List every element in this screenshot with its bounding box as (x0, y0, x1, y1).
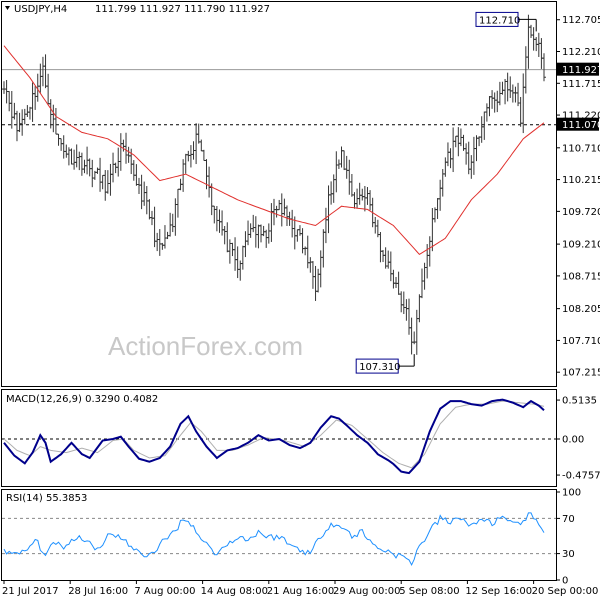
low-label: 107.310 (359, 362, 400, 373)
price-axis: 112.705 112.210 111.715 111.220 110.710 110.2… (556, 15, 600, 379)
price-tick-label: 111.715 (562, 79, 600, 90)
price-tick-label: 110.215 (562, 175, 600, 186)
rsi-tick-label: 70 (562, 514, 575, 525)
macd-title: MACD(12,26,9) 0.3290 0.4082 (6, 394, 158, 405)
time-axis: 21 Jul 2017 28 Jul 16:00 7 Aug 00:00 14 Aug… (2, 580, 598, 597)
time-tick-label: 14 Aug 08:00 (201, 586, 268, 597)
price-tick-label: 112.705 (562, 15, 600, 26)
macd-panel-frame (1, 389, 557, 487)
collapse-triangle-icon (5, 6, 10, 10)
time-tick-label: 20 Sep 00:00 (532, 586, 599, 597)
price-tick-label: 107.215 (562, 368, 600, 379)
time-tick-label: 28 Jul 16:00 (68, 586, 128, 597)
ohlc-readout: 111.799 111.927 111.790 111.927 (95, 4, 270, 15)
time-tick-label: 21 Aug 16:00 (267, 586, 334, 597)
current-price-tag: 111.927 (557, 62, 600, 76)
time-tick-label: 21 Jul 2017 (2, 586, 59, 597)
price-bars (2, 14, 546, 355)
macd-axis: 0.5135 0.00 -0.4757 (556, 396, 600, 482)
price-tick-label: 111.220 (562, 111, 600, 122)
high-label: 112.710 (479, 15, 520, 26)
price-tick-label: 107.710 (562, 336, 600, 347)
level-price-label: 111.070 (562, 120, 600, 131)
low-annotation: 107.310 (355, 354, 415, 374)
moving-average-line (3, 45, 545, 256)
rsi-panel-frame (1, 489, 557, 581)
time-tick-label: 5 Sep 08:00 (399, 586, 459, 597)
price-tick-label: 112.210 (562, 47, 600, 58)
time-tick-label: 29 Aug 00:00 (333, 586, 400, 597)
macd-tick-label: -0.4757 (562, 471, 600, 482)
rsi-title: RSI(14) 55.3853 (6, 493, 87, 504)
price-reference-lines (2, 69, 556, 126)
time-tick-label: 12 Sep 16:00 (465, 586, 532, 597)
macd-tick-label: 0.5135 (562, 396, 597, 407)
current-price-label: 111.927 (562, 65, 600, 76)
rsi-tick-label: 0 (562, 576, 568, 587)
macd-tick-label: 0.00 (562, 435, 584, 446)
price-tick-label: 108.205 (562, 304, 600, 315)
symbol-label: USDJPY,H4 (14, 4, 67, 15)
rsi-tick-label: 100 (562, 488, 581, 499)
price-tick-label: 109.210 (562, 240, 600, 251)
macd-line (3, 398, 545, 475)
level-price-tag: 111.070 (557, 117, 600, 131)
time-tick-label: 7 Aug 00:00 (134, 586, 195, 597)
rsi-axis: 100 70 30 0 (556, 488, 581, 587)
high-annotation: 112.710 (475, 11, 537, 32)
rsi-reference-lines (2, 517, 556, 555)
rsi-tick-label: 30 (562, 549, 575, 560)
watermark: ActionForex.com (108, 331, 303, 361)
price-panel-frame (1, 1, 557, 387)
price-tick-label: 109.720 (562, 207, 600, 218)
macd-signal-line (3, 400, 545, 469)
price-tick-label: 110.710 (562, 143, 600, 154)
rsi-line (3, 512, 545, 567)
price-tick-label: 108.715 (562, 271, 600, 282)
